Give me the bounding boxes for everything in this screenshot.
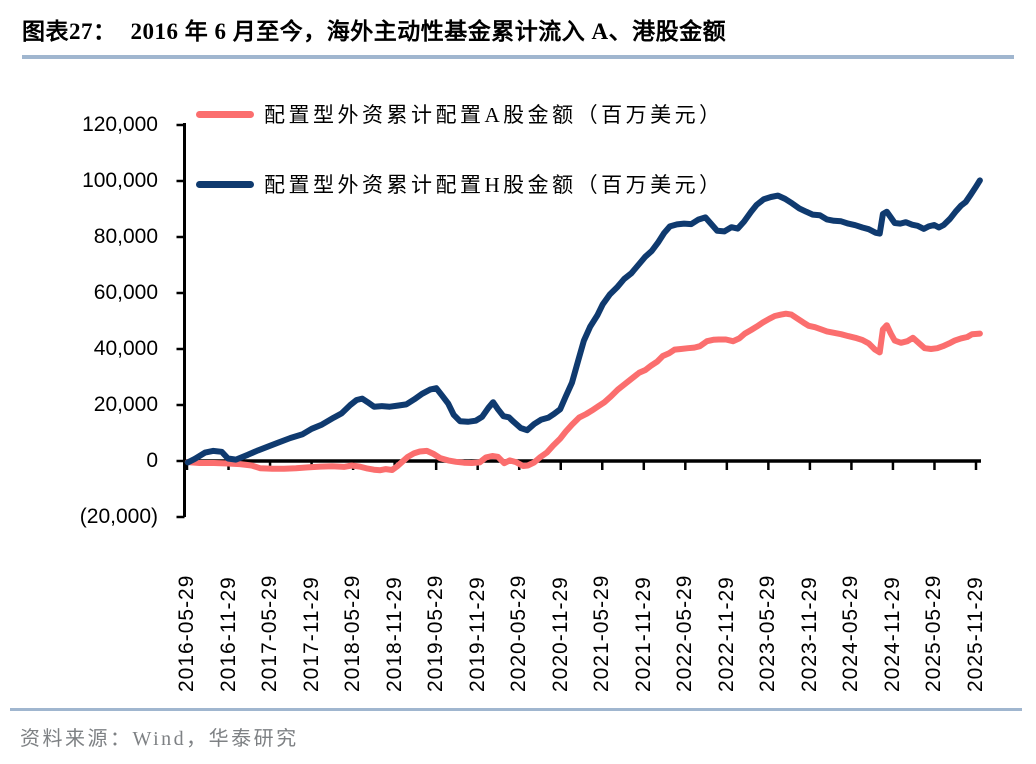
y-tick-label: 100,000: [82, 169, 158, 192]
h-share-line: [184, 177, 983, 466]
x-tick-label: 2018-11-29: [382, 576, 406, 692]
a-share-line: [184, 310, 983, 474]
legend-item-a-share: 配置型外资累计配置A股金额（百万美元）: [196, 100, 724, 128]
x-tick-label: 2022-11-29: [714, 576, 738, 692]
x-tick-label: 2023-05-29: [756, 574, 780, 692]
a-share-line-swatch: [196, 110, 254, 118]
x-tick-label: 2021-05-29: [590, 574, 614, 692]
y-tick-label: 20,000: [93, 393, 158, 416]
y-tick-label: 0: [146, 449, 158, 472]
x-tick-label: 2016-11-29: [216, 576, 240, 692]
y-tick-label: 80,000: [93, 225, 158, 248]
chart-legend: 配置型外资累计配置A股金额（百万美元） 配置型外资累计配置H股金额（百万美元）: [196, 100, 724, 240]
y-tick-label: 40,000: [93, 337, 158, 360]
x-tick-label: 2020-05-29: [507, 574, 531, 692]
footer-divider: [10, 708, 1022, 711]
figure-number: 图表27：: [22, 19, 117, 44]
x-tick-label: 2025-05-29: [922, 574, 946, 692]
legend-label-h-share: 配置型外资累计配置H股金额（百万美元）: [264, 173, 724, 197]
x-tick-label: 2017-05-29: [258, 574, 282, 692]
x-tick-label: 2019-11-29: [465, 576, 489, 692]
y-tick-label: (20,000): [79, 505, 158, 528]
figure-title-text: 2016 年 6 月至今，海外主动性基金累计流入 A、港股金额: [130, 19, 727, 44]
source-text: 资料来源：Wind，华泰研究: [20, 728, 299, 750]
y-tick-label: 60,000: [93, 281, 158, 304]
x-tick-label: 2020-11-29: [548, 576, 572, 692]
x-tick-label: 2023-11-29: [797, 576, 821, 692]
x-tick-label: 2022-05-29: [673, 574, 697, 692]
y-tick-label: 120,000: [82, 113, 158, 136]
legend-label-a-share: 配置型外资累计配置A股金额（百万美元）: [264, 103, 724, 127]
h-share-line-swatch: [196, 180, 254, 188]
x-tick-label: 2021-11-29: [631, 576, 655, 692]
x-tick-label: 2025-11-29: [964, 576, 987, 692]
title-divider: [22, 55, 1014, 59]
page-title: 图表27： 2016 年 6 月至今，海外主动性基金累计流入 A、港股金额: [22, 12, 1022, 46]
x-tick-label: 2017-11-29: [299, 576, 323, 692]
legend-item-h-share: 配置型外资累计配置H股金额（百万美元）: [196, 170, 724, 198]
x-tick-label: 2019-05-29: [424, 574, 448, 692]
x-tick-label: 2024-11-29: [880, 576, 904, 692]
x-tick-label: 2024-05-29: [839, 574, 863, 692]
x-tick-label: 2016-05-29: [175, 574, 198, 692]
x-tick-label: 2018-05-29: [341, 574, 365, 692]
